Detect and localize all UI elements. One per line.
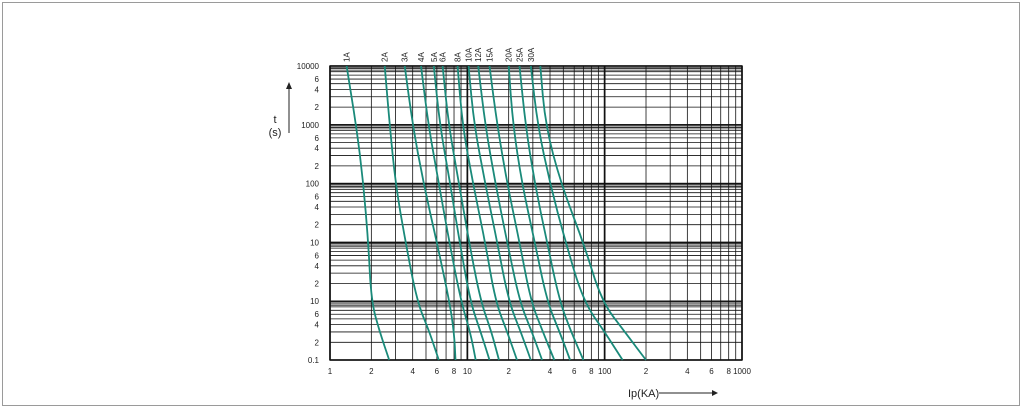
- x-tick-label: 2: [506, 367, 511, 376]
- y-tick-label: 2: [315, 162, 320, 171]
- y-tick-label: 6: [315, 251, 320, 260]
- fuse-curve-12A: [477, 65, 543, 361]
- series-label: 3A: [401, 52, 410, 62]
- fuse-curve-15A: [488, 65, 556, 361]
- y-tick-label: 100: [306, 180, 320, 189]
- series-label: 15A: [485, 47, 494, 62]
- y-tick-label: 4: [315, 85, 320, 94]
- series-label: 1A: [343, 52, 352, 62]
- y-tick-label: 2: [315, 103, 320, 112]
- fuse-curve-25A: [518, 65, 585, 361]
- x-tick-label: 100: [598, 367, 612, 376]
- y-tick-label: 2: [315, 279, 320, 288]
- y-tick-label: 6: [315, 193, 320, 202]
- x-tick-labels: 1 2 4 6 8 10 2 4 6 8 100 2 4 6 8 1000: [328, 367, 752, 376]
- x-tick-label: 4: [548, 367, 553, 376]
- y-tick-label: 6: [315, 310, 320, 319]
- series-label: 4A: [417, 52, 426, 62]
- series-label: 10A: [465, 47, 474, 62]
- y-tick-label: 0.1: [308, 356, 320, 365]
- x-tick-label: 8: [452, 367, 457, 376]
- x-tick-label: 10: [463, 367, 472, 376]
- x-tick-label: 8: [726, 367, 731, 376]
- series-labels: 1A 2A 3A 4A 5A 6A 8A 10A 12A 15A 20A 25A 30A: [343, 47, 536, 62]
- fuse-curve-10A: [467, 65, 532, 361]
- x-tick-label: 4: [410, 367, 415, 376]
- curves: [345, 65, 647, 361]
- y-tick-label: 2: [315, 338, 320, 347]
- y-tick-label: 4: [315, 144, 320, 153]
- x-tick-label: 1: [328, 367, 333, 376]
- series-label: 5A: [430, 52, 439, 62]
- x-tick-label: 8: [589, 367, 594, 376]
- grid: [329, 65, 743, 361]
- y-tick-label: 10: [310, 297, 319, 306]
- y-tick-label: 10000: [297, 62, 320, 71]
- y-tick-label: 6: [315, 134, 320, 143]
- series-label: 12A: [474, 47, 483, 62]
- x-tick-label: 2: [369, 367, 374, 376]
- fuse-curve-20A: [507, 65, 571, 361]
- series-label: 20A: [505, 47, 514, 62]
- fuse-curve-4A: [420, 65, 477, 361]
- fuse-curve-6A: [441, 65, 500, 361]
- y-tick-label: 6: [315, 75, 320, 84]
- fuse-curve-2A: [383, 65, 440, 361]
- fuse-curve-5A: [432, 65, 491, 361]
- x-tick-label: 6: [572, 367, 577, 376]
- x-axis-arrow-head: [712, 390, 718, 396]
- fuse-curve-1A: [345, 65, 391, 361]
- y-tick-label: 1000: [301, 121, 319, 130]
- y-tick-label: 4: [315, 321, 320, 330]
- chart-frame: [2, 2, 1020, 406]
- y-tick-label: 4: [315, 203, 320, 212]
- fuse-curve-8A: [456, 65, 518, 361]
- x-tick-label: 6: [435, 367, 440, 376]
- fuse-curve: [539, 65, 647, 361]
- x-tick-label: 1000: [733, 367, 751, 376]
- y-axis-label-unit: (s): [269, 127, 282, 139]
- x-tick-label: 6: [709, 367, 714, 376]
- y-tick-label: 2: [315, 221, 320, 230]
- x-tick-label: 2: [644, 367, 649, 376]
- fuse-curve-3A: [403, 65, 457, 361]
- series-label: 25A: [516, 47, 525, 62]
- series-label: 6A: [439, 52, 448, 62]
- series-label: 2A: [381, 52, 390, 62]
- y-tick-label: 4: [315, 262, 320, 271]
- x-tick-label: 4: [685, 367, 690, 376]
- y-tick-label: 10: [310, 238, 319, 247]
- series-label: 8A: [454, 52, 463, 62]
- y-axis-arrow-head: [286, 82, 292, 89]
- series-label: 30A: [527, 47, 536, 62]
- x-axis-label: Ip(KA): [628, 388, 659, 400]
- plot-border: [329, 65, 743, 361]
- fuse-curve-30A: [529, 65, 624, 361]
- y-axis-label-t: t: [273, 114, 276, 126]
